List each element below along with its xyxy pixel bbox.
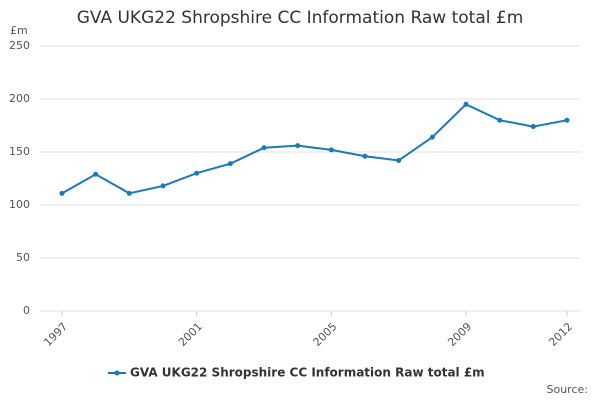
x-tick-label: 2012 <box>546 320 575 349</box>
data-point <box>328 147 334 153</box>
y-tick-label: 50 <box>16 251 30 264</box>
data-point <box>261 145 267 151</box>
data-point <box>194 170 200 176</box>
data-point <box>497 117 503 123</box>
data-point <box>564 117 570 123</box>
x-tick-label: 2005 <box>311 320 340 349</box>
chart-title: GVA UKG22 Shropshire CC Information Raw … <box>77 8 524 28</box>
data-point <box>530 124 536 130</box>
data-point <box>227 161 233 167</box>
y-tick-label: 100 <box>9 198 30 211</box>
source: Source: <box>547 383 589 396</box>
y-unit: £m <box>10 24 28 37</box>
data-point <box>463 101 469 107</box>
data-point <box>396 157 402 163</box>
data-point <box>429 134 435 140</box>
data-point <box>362 153 368 159</box>
y-tick-label: 0 <box>23 304 30 317</box>
data-point <box>59 190 65 196</box>
y-tick-label: 250 <box>9 39 30 52</box>
x-tick-label: 1997 <box>41 320 70 349</box>
data-point <box>93 171 99 177</box>
x-tick-label: 2009 <box>445 320 474 349</box>
data-point <box>295 143 301 149</box>
legend-label: GVA UKG22 Shropshire CC Information Raw … <box>130 366 485 380</box>
y-tick-label: 200 <box>9 92 30 105</box>
y-tick-label: 150 <box>9 145 30 158</box>
x-tick-label: 2001 <box>176 320 205 349</box>
data-point <box>126 190 132 196</box>
data-line <box>61 103 568 195</box>
legend-swatch-dot <box>114 370 120 376</box>
data-point <box>160 183 166 189</box>
